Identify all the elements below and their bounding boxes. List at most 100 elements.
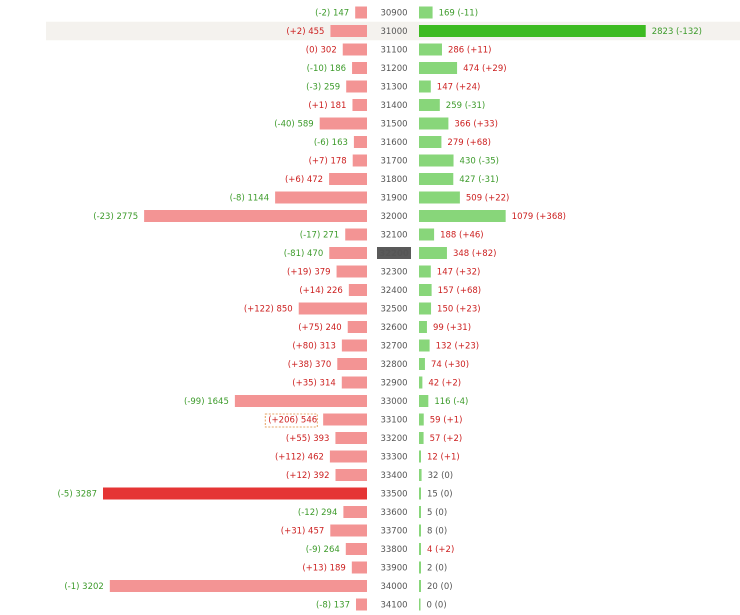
right-bar <box>419 543 421 555</box>
left-bar <box>341 339 367 352</box>
strike-label: 33000 <box>380 397 407 407</box>
strike-label: 33200 <box>380 434 407 444</box>
left-value-label: (-40) 589 <box>274 120 313 130</box>
right-value-label: 5 (0) <box>427 508 447 518</box>
right-value-label: 348 (+82) <box>453 249 497 259</box>
right-value-label: 427 (-31) <box>459 175 498 185</box>
right-bar <box>419 561 421 574</box>
right-value-label: 157 (+68) <box>438 286 482 296</box>
right-bar <box>419 247 447 259</box>
left-bar <box>341 376 367 389</box>
right-value-label: 286 (+11) <box>448 46 492 56</box>
strike-label: 32000 <box>380 212 407 222</box>
atm-strike-bg <box>377 247 411 259</box>
right-bar <box>419 25 646 37</box>
right-value-label: 147 (+32) <box>437 268 481 278</box>
left-value-label: (-23) 2775 <box>93 212 138 222</box>
left-value-label: (+75) 240 <box>298 323 342 333</box>
left-bar <box>335 469 367 481</box>
left-bar <box>345 228 367 241</box>
left-value-label: (-99) 1645 <box>184 397 229 407</box>
strike-label: 31700 <box>380 157 407 167</box>
strike-label: 32200 <box>379 249 409 259</box>
strike-label: 31400 <box>380 101 407 111</box>
left-bar <box>352 99 367 111</box>
left-bar <box>345 543 367 555</box>
strike-label: 33800 <box>380 545 407 555</box>
left-value-label: (-12) 294 <box>298 508 337 518</box>
right-value-label: 150 (+23) <box>437 305 481 315</box>
strike-label: 32600 <box>380 323 407 333</box>
strike-label: 31500 <box>380 120 407 130</box>
strike-label: 33600 <box>380 508 407 518</box>
left-bar <box>330 524 367 537</box>
left-bar <box>275 191 367 204</box>
right-bar <box>419 395 429 407</box>
right-value-label: 74 (+30) <box>431 360 469 370</box>
right-bar <box>419 376 423 389</box>
left-value-label: (+31) 457 <box>281 527 325 537</box>
left-value-label: (+206) 546 <box>268 416 317 426</box>
left-value-label: (+112) 462 <box>275 453 324 463</box>
right-value-label: 132 (+23) <box>436 342 480 352</box>
left-bar <box>346 80 367 93</box>
left-value-label: (-81) 470 <box>284 249 323 259</box>
left-value-label: (+35) 314 <box>292 379 336 389</box>
right-bar <box>419 524 421 537</box>
right-value-label: 42 (+2) <box>428 379 461 389</box>
right-bar <box>419 413 424 426</box>
right-value-label: 8 (0) <box>427 527 447 537</box>
left-bar <box>355 6 367 19</box>
left-value-label: (+14) 226 <box>299 286 343 296</box>
right-bar <box>419 43 442 56</box>
right-bar <box>419 62 458 74</box>
right-value-label: 99 (+31) <box>433 323 471 333</box>
left-value-label: (-2) 147 <box>315 9 349 19</box>
left-value-label: (+6) 472 <box>285 175 323 185</box>
left-bar <box>343 506 367 518</box>
left-bar <box>103 487 367 500</box>
right-bar <box>419 487 421 500</box>
left-value-label: (+2) 455 <box>286 27 324 37</box>
right-value-label: 12 (+1) <box>427 453 460 463</box>
right-value-label: 259 (-31) <box>446 101 485 111</box>
left-value-label: (+1) 181 <box>308 101 346 111</box>
left-value-label: (-3) 259 <box>306 83 340 93</box>
strike-label: 32500 <box>380 305 407 315</box>
strike-label: 33700 <box>380 527 407 537</box>
strike-label: 32900 <box>380 379 407 389</box>
left-value-label: (-8) 1144 <box>230 194 269 204</box>
left-value-label: (-1) 3202 <box>64 582 103 592</box>
right-bar <box>419 6 433 19</box>
left-value-label: (-6) 163 <box>314 138 348 148</box>
right-value-label: 116 (-4) <box>434 397 468 407</box>
strike-label: 31200 <box>380 64 407 74</box>
left-bar <box>144 210 367 222</box>
left-value-label: (+19) 379 <box>287 268 331 278</box>
right-value-label: 32 (0) <box>428 471 454 481</box>
left-value-label: (+38) 370 <box>288 360 332 370</box>
left-bar <box>337 358 367 370</box>
right-value-label: 2 (0) <box>427 564 447 574</box>
left-value-label: (0) 302 <box>306 46 337 56</box>
right-value-label: 169 (-11) <box>439 9 478 19</box>
right-bar <box>419 302 432 315</box>
right-value-label: 59 (+1) <box>430 416 463 426</box>
right-bar <box>419 284 432 296</box>
right-value-label: 1079 (+368) <box>512 212 566 222</box>
right-value-label: 0 (0) <box>427 601 447 611</box>
left-value-label: (+13) 189 <box>302 564 346 574</box>
strike-label: 31900 <box>380 194 407 204</box>
right-bar <box>419 173 454 185</box>
left-value-label: (-8) 137 <box>316 601 350 611</box>
right-bar <box>419 339 430 352</box>
right-bar <box>419 469 422 481</box>
strike-label: 33900 <box>380 564 407 574</box>
left-value-label: (+12) 392 <box>286 471 330 481</box>
strike-label: 30900 <box>380 9 407 19</box>
right-value-label: 509 (+22) <box>466 194 510 204</box>
left-bar <box>319 117 367 130</box>
right-bar <box>419 450 421 463</box>
left-bar <box>348 284 367 296</box>
